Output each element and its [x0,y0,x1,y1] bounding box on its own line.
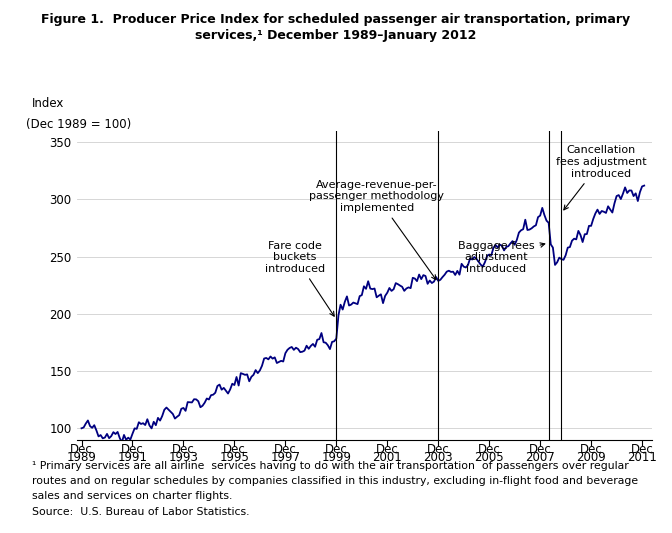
Text: 2007: 2007 [526,451,555,464]
Text: Average-revenue-per-
passenger methodology
implemented: Average-revenue-per- passenger methodolo… [309,180,444,280]
Text: 1999: 1999 [321,451,351,464]
Text: Dec: Dec [223,443,246,456]
Text: Dec: Dec [70,443,93,456]
Text: Dec: Dec [631,443,653,456]
Text: services,¹ December 1989–January 2012: services,¹ December 1989–January 2012 [196,29,476,42]
Text: Index: Index [32,98,65,110]
Text: 1993: 1993 [169,451,198,464]
Text: 2009: 2009 [576,451,606,464]
Text: 2005: 2005 [474,451,504,464]
Text: 1991: 1991 [118,451,147,464]
Text: Cancellation
fees adjustment
introduced: Cancellation fees adjustment introduced [556,146,646,210]
Text: Dec: Dec [376,443,398,456]
Text: 2001: 2001 [372,451,402,464]
Text: Dec: Dec [427,443,450,456]
Text: ¹ Primary services are all airline  services having to do with the air transport: ¹ Primary services are all airline servi… [32,461,629,471]
Text: routes and on regular schedules by companies classified in this industry, exclud: routes and on regular schedules by compa… [32,476,638,486]
Text: Dec: Dec [172,443,195,456]
Text: Figure 1.  Producer Price Index for scheduled passenger air transportation, prim: Figure 1. Producer Price Index for sched… [42,13,630,26]
Text: 1995: 1995 [220,451,249,464]
Text: Baggage fees
adjustment
introduced: Baggage fees adjustment introduced [458,240,545,274]
Text: 2011: 2011 [627,451,657,464]
Text: Source:  U.S. Bureau of Labor Statistics.: Source: U.S. Bureau of Labor Statistics. [32,507,250,518]
Text: Dec: Dec [478,443,501,456]
Text: 2003: 2003 [423,451,453,464]
Text: Fare code
buckets
introduced: Fare code buckets introduced [265,240,334,316]
Text: Dec: Dec [121,443,144,456]
Text: 1997: 1997 [270,451,300,464]
Text: sales and services on charter flights.: sales and services on charter flights. [32,491,233,501]
Text: Dec: Dec [580,443,603,456]
Text: Dec: Dec [325,443,347,456]
Text: 1989: 1989 [67,451,97,464]
Text: Dec: Dec [274,443,297,456]
Text: Dec: Dec [529,443,552,456]
Text: (Dec 1989 = 100): (Dec 1989 = 100) [26,118,131,131]
